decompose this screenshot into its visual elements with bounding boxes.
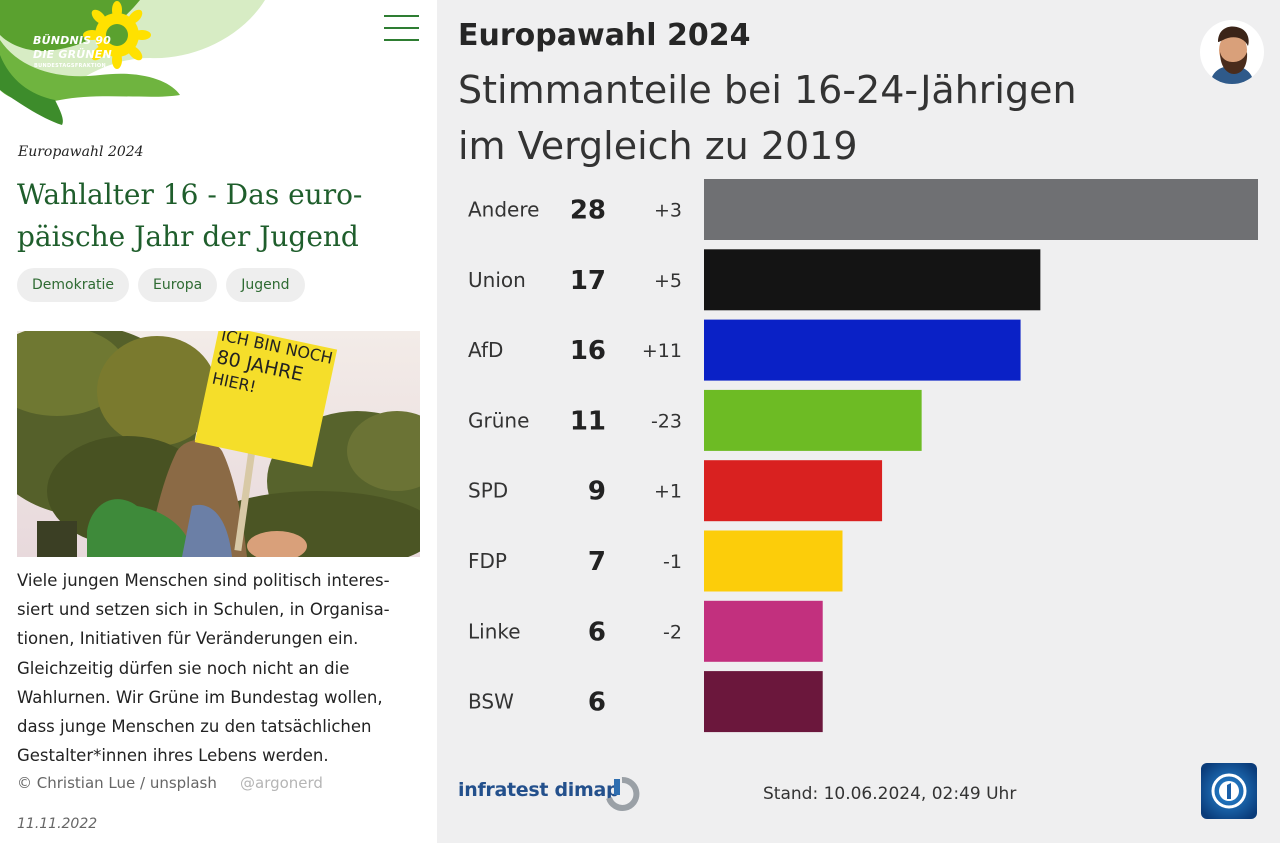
change-label-andere: +3 xyxy=(654,200,682,222)
change-label-gr-ne: -23 xyxy=(651,410,682,432)
watermark-handle: @argonerd xyxy=(240,774,323,792)
category-label-afd: AfD xyxy=(468,338,503,362)
value-label-linke: 6 xyxy=(588,617,606,647)
category-label-linke: Linke xyxy=(468,619,521,643)
category-label-bsw: BSW xyxy=(468,690,514,714)
value-label-fdp: 7 xyxy=(588,547,606,577)
chart-subtitle: Stimmanteile bei 16-24-Jährigen im Vergl… xyxy=(458,68,1077,168)
bar-fdp xyxy=(704,530,843,592)
chart-panel: Europawahl 2024 Stimmanteile bei 16-24-J… xyxy=(437,0,1280,843)
headline-line-1: Wahlalter 16 - Das euro- xyxy=(17,178,363,211)
value-label-gr-ne: 11 xyxy=(570,406,606,436)
change-label-afd: +11 xyxy=(642,340,682,362)
infratest-dimap-logo-icon xyxy=(603,776,641,812)
article-kicker: Europawahl 2024 xyxy=(18,144,144,160)
photo-credit: © Christian Lue / unsplash xyxy=(17,774,217,792)
bar-afd xyxy=(704,319,1021,381)
bar-union xyxy=(704,249,1041,311)
hamburger-menu-icon[interactable] xyxy=(384,14,420,42)
bar-gr-ne xyxy=(704,389,922,451)
change-label-union: +5 xyxy=(654,270,682,292)
logo-text-line2: DIE GRÜNEN xyxy=(33,48,112,61)
source-label: infratest dimap xyxy=(458,779,620,801)
value-label-andere: 28 xyxy=(570,196,606,226)
category-label-gr-ne: Grüne xyxy=(468,408,529,432)
logo-leaf-shape xyxy=(0,0,265,125)
bar-chart: Andere 28 +3 Union 17 +5 AfD 16 +11 Grüne 11 -23 SPD… xyxy=(468,179,1258,733)
ard-logo-icon[interactable] xyxy=(1201,763,1257,819)
article-photo: ICH BIN NOCH 80 JAHRE HIER! xyxy=(17,331,420,557)
category-label-spd: SPD xyxy=(468,479,508,503)
change-label-linke: -2 xyxy=(663,621,682,643)
article-headline[interactable]: Wahlalter 16 - Das euro- päische Jahr de… xyxy=(17,174,417,258)
bar-spd xyxy=(704,460,883,522)
value-label-spd: 9 xyxy=(588,477,606,507)
change-label-spd: +1 xyxy=(654,481,682,503)
bar-bsw xyxy=(704,671,823,733)
value-label-afd: 16 xyxy=(570,336,606,366)
value-label-bsw: 6 xyxy=(588,688,606,718)
article-date: 11.11.2022 xyxy=(17,816,98,832)
article-panel: BÜNDNIS 90 DIE GRÜNEN BUNDESTAGSFRAKTION… xyxy=(0,0,437,843)
bar-linke xyxy=(704,600,823,662)
category-label-union: Union xyxy=(468,268,526,292)
category-label-fdp: FDP xyxy=(468,549,507,573)
tag-europa[interactable]: Europa xyxy=(138,268,218,302)
category-label-andere: Andere xyxy=(468,198,539,222)
timestamp-label: Stand: 10.06.2024, 02:49 Uhr xyxy=(763,784,1017,804)
bar-andere xyxy=(704,179,1258,240)
value-label-union: 17 xyxy=(570,266,606,296)
tag-jugend[interactable]: Jugend xyxy=(226,268,305,302)
user-avatar[interactable] xyxy=(1200,20,1264,84)
tag-demokratie[interactable]: Demokratie xyxy=(17,268,130,302)
headline-line-2: päische Jahr der Jugend xyxy=(17,220,359,253)
chart-title: Europawahl 2024 xyxy=(458,18,751,53)
gruene-logo[interactable]: BÜNDNIS 90 DIE GRÜNEN BUNDESTAGSFRAKTION xyxy=(0,0,270,125)
change-label-fdp: -1 xyxy=(663,551,682,573)
tag-list: Demokratie Europa Jugend xyxy=(17,268,305,302)
logo-text-line3: BUNDESTAGSFRAKTION xyxy=(34,63,106,69)
logo-text-line1: BÜNDNIS 90 xyxy=(33,34,112,47)
article-body: Viele jungen Menschen sind politisch int… xyxy=(17,571,390,766)
